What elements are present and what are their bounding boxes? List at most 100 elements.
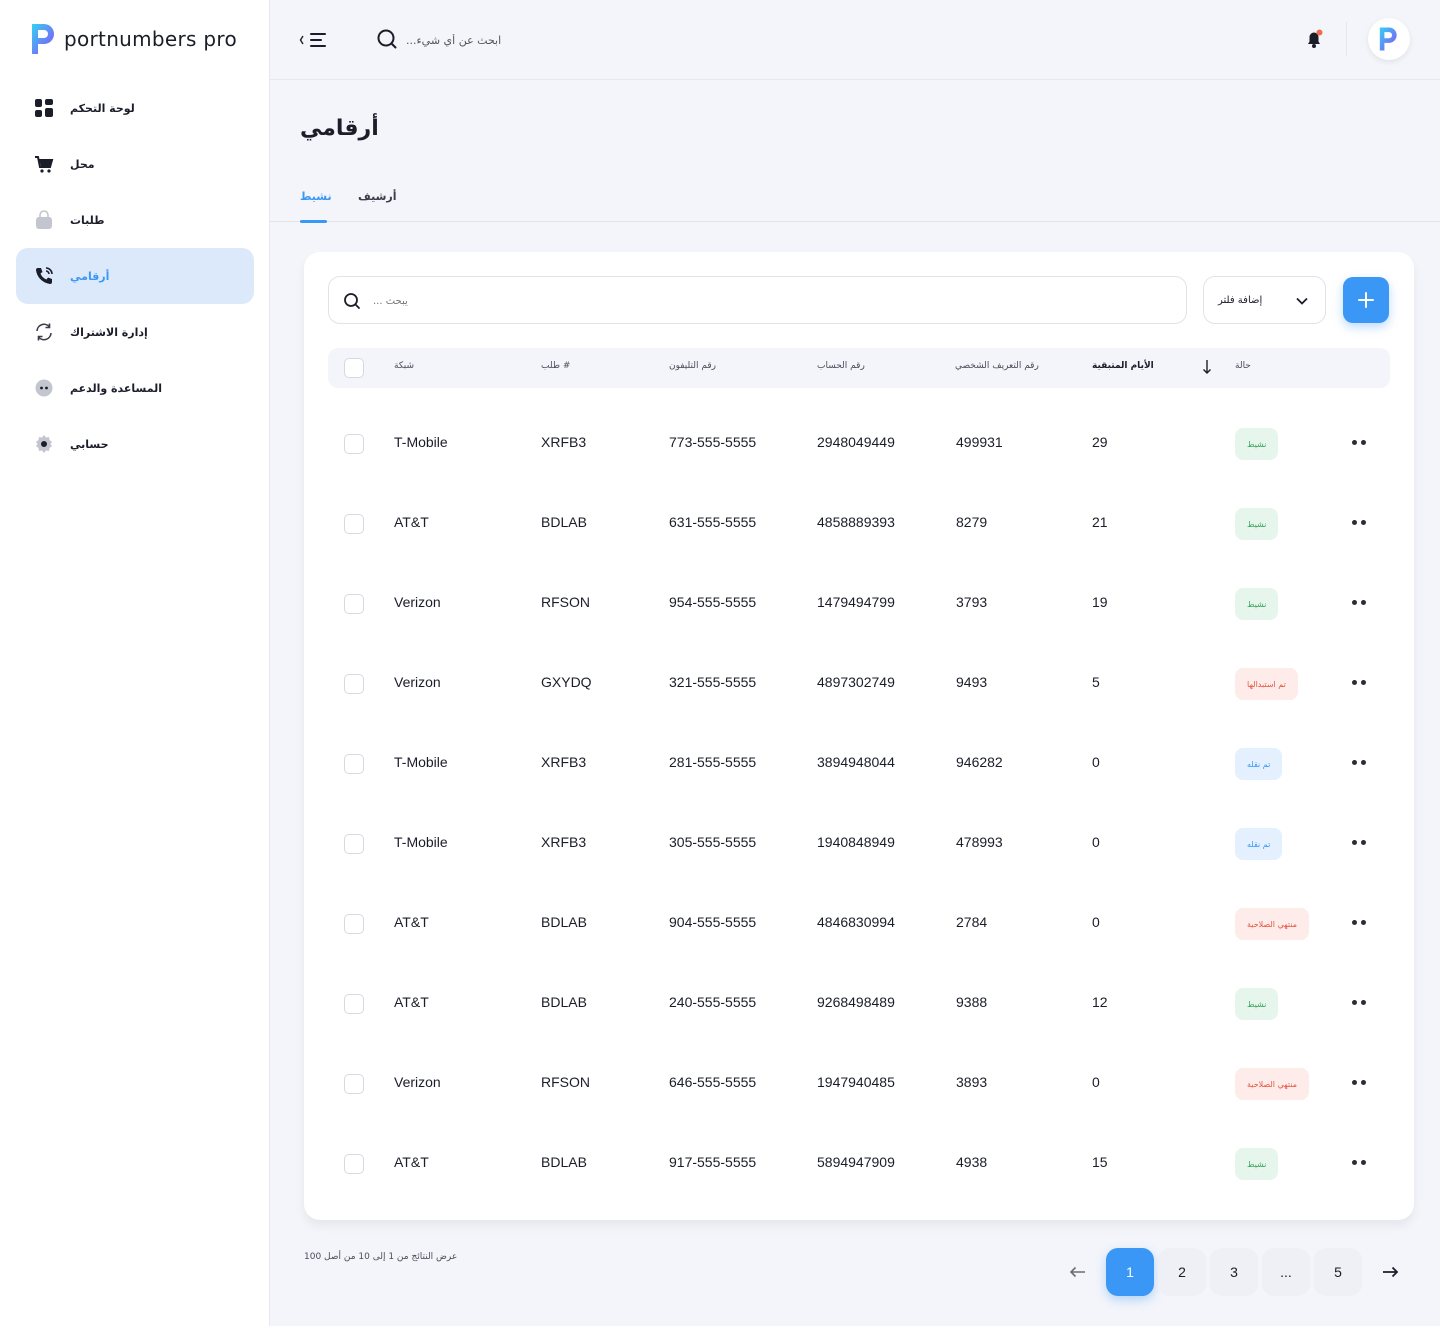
tab-archive[interactable]: أرشيف [358, 190, 397, 203]
account-cell: 4858889393 [817, 514, 895, 530]
row-checkbox[interactable] [344, 834, 364, 854]
row-checkbox[interactable] [344, 1154, 364, 1174]
page-ellipsis[interactable]: ... [1262, 1248, 1310, 1296]
days-left-cell: 0 [1092, 914, 1100, 930]
row-actions-menu-icon[interactable] [1352, 1160, 1370, 1168]
table-row[interactable]: Verizon GXYDQ 321-555-5555 4897302749 9493 5 ت… [328, 644, 1390, 724]
sidebar-item-subscription[interactable]: إدارة الاشتراك [16, 304, 254, 360]
pin-cell: 499931 [956, 434, 1003, 450]
page-button-1[interactable]: 1 [1106, 1248, 1154, 1296]
column-header-days-left[interactable]: الأيام المتبقية [1092, 361, 1154, 371]
page-button-2[interactable]: 2 [1158, 1248, 1206, 1296]
sidebar-item-account[interactable]: حسابي [16, 416, 254, 472]
avatar[interactable] [1368, 18, 1410, 60]
row-actions-menu-icon[interactable] [1352, 520, 1370, 528]
tab-active[interactable]: نشيط [300, 190, 332, 203]
row-checkbox[interactable] [344, 434, 364, 454]
add-filter-dropdown[interactable]: إضافة فلتر [1203, 276, 1326, 324]
row-checkbox[interactable] [344, 914, 364, 934]
brand-logo[interactable]: portnumbers pro [30, 22, 237, 56]
order-cell: BDLAB [541, 914, 587, 930]
status-badge: منتهي الصلاحية [1235, 908, 1310, 940]
row-checkbox[interactable] [344, 994, 364, 1014]
sidebar-item-orders[interactable]: طلبات [16, 192, 254, 248]
table-row[interactable]: T-Mobile XRFB3 773-555-5555 2948049449 49993… [328, 404, 1390, 484]
column-header-network[interactable]: شبكة [394, 361, 415, 371]
days-left-cell: 15 [1092, 1154, 1108, 1170]
table-row[interactable]: AT&T BDLAB 904-555-5555 4846830994 2784 0 منته… [328, 884, 1390, 964]
order-cell: XRFB3 [541, 834, 587, 850]
tab-bar: نشيط أرشيف [270, 176, 1440, 223]
table-row[interactable]: AT&T BDLAB 917-555-5555 5894947909 4938 15 نشي… [328, 1124, 1390, 1204]
table-row[interactable]: Verizon RFSON 954-555-5555 1479494799 3793 19… [328, 564, 1390, 644]
table-row[interactable]: AT&T BDLAB 240-555-5555 9268498489 9388 12 نشي… [328, 964, 1390, 1044]
search-icon [344, 293, 360, 309]
row-checkbox[interactable] [344, 1074, 364, 1094]
days-left-cell: 0 [1092, 834, 1100, 850]
phone-cell: 954-555-5555 [669, 594, 757, 610]
row-checkbox[interactable] [344, 754, 364, 774]
column-header-pin[interactable]: رقم التعريف الشخصي [955, 361, 1039, 371]
phone-cell: 321-555-5555 [669, 674, 757, 690]
status-badge: نشيط [1235, 988, 1279, 1020]
pin-cell: 946282 [956, 754, 1003, 770]
order-cell: RFSON [541, 594, 590, 610]
brand-avatar-icon [1379, 27, 1397, 51]
gear-icon [34, 434, 54, 454]
row-actions-menu-icon[interactable] [1352, 920, 1370, 928]
select-all-checkbox[interactable] [344, 358, 364, 378]
page-button-5[interactable]: 5 [1314, 1248, 1362, 1296]
bell-icon [1308, 29, 1323, 48]
network-cell: AT&T [394, 994, 429, 1010]
menu-toggle-button[interactable] [298, 26, 330, 54]
account-cell: 1940848949 [817, 834, 895, 850]
row-actions-menu-icon[interactable] [1352, 840, 1370, 848]
search-icon[interactable] [376, 28, 398, 50]
phone-icon [34, 266, 54, 286]
global-search-input[interactable] [406, 28, 706, 52]
column-header-order[interactable]: طلب # [541, 361, 571, 371]
page-button-3[interactable]: 3 [1210, 1248, 1258, 1296]
chat-bubble-icon [34, 378, 54, 398]
status-badge: تم نقله [1235, 828, 1283, 860]
network-cell: AT&T [394, 914, 429, 930]
row-checkbox[interactable] [344, 594, 364, 614]
sidebar-item-label: حسابي [70, 437, 109, 451]
add-number-button[interactable] [1343, 277, 1389, 323]
row-actions-menu-icon[interactable] [1352, 760, 1370, 768]
pin-cell: 2784 [956, 914, 988, 930]
sort-arrow-down-icon[interactable] [1202, 359, 1212, 375]
sidebar-item-dashboard[interactable]: لوحة التحكم [16, 80, 254, 136]
row-checkbox[interactable] [344, 674, 364, 694]
order-cell: BDLAB [541, 1154, 587, 1170]
row-actions-menu-icon[interactable] [1352, 440, 1370, 448]
notifications-button[interactable] [1304, 28, 1326, 54]
row-actions-menu-icon[interactable] [1352, 1000, 1370, 1008]
account-cell: 4897302749 [817, 674, 895, 690]
table-row[interactable]: Verizon RFSON 646-555-5555 1947940485 3893 0 م… [328, 1044, 1390, 1124]
next-page-arrow-icon[interactable] [1380, 1262, 1400, 1282]
account-cell: 1479494799 [817, 594, 895, 610]
row-actions-menu-icon[interactable] [1352, 1080, 1370, 1088]
column-header-phone[interactable]: رقم التليفون [669, 361, 716, 371]
row-actions-menu-icon[interactable] [1352, 680, 1370, 688]
table-row[interactable]: T-Mobile XRFB3 305-555-5555 1940848949 47899… [328, 804, 1390, 884]
table-row[interactable]: T-Mobile XRFB3 281-555-5555 3894948044 94628… [328, 724, 1390, 804]
pin-cell: 3793 [956, 594, 988, 610]
table-search-input[interactable] [373, 289, 1153, 313]
row-checkbox[interactable] [344, 514, 364, 534]
sidebar-item-my-numbers[interactable]: أرقامي [16, 248, 254, 304]
column-header-status[interactable]: حالة [1235, 361, 1251, 371]
account-cell: 1947940485 [817, 1074, 895, 1090]
sidebar-item-help[interactable]: المساعدة والدعم [16, 360, 254, 416]
table-row[interactable]: AT&T BDLAB 631-555-5555 4858889393 8279 21 نشي… [328, 484, 1390, 564]
days-left-cell: 19 [1092, 594, 1108, 610]
order-cell: XRFB3 [541, 434, 587, 450]
column-header-account[interactable]: رقم الحساب [817, 361, 865, 371]
pin-cell: 3893 [956, 1074, 988, 1090]
phone-cell: 904-555-5555 [669, 914, 757, 930]
row-actions-menu-icon[interactable] [1352, 600, 1370, 608]
prev-page-arrow-icon[interactable] [1068, 1262, 1088, 1282]
table-search [328, 276, 1187, 324]
sidebar-item-shop[interactable]: محل [16, 136, 254, 192]
